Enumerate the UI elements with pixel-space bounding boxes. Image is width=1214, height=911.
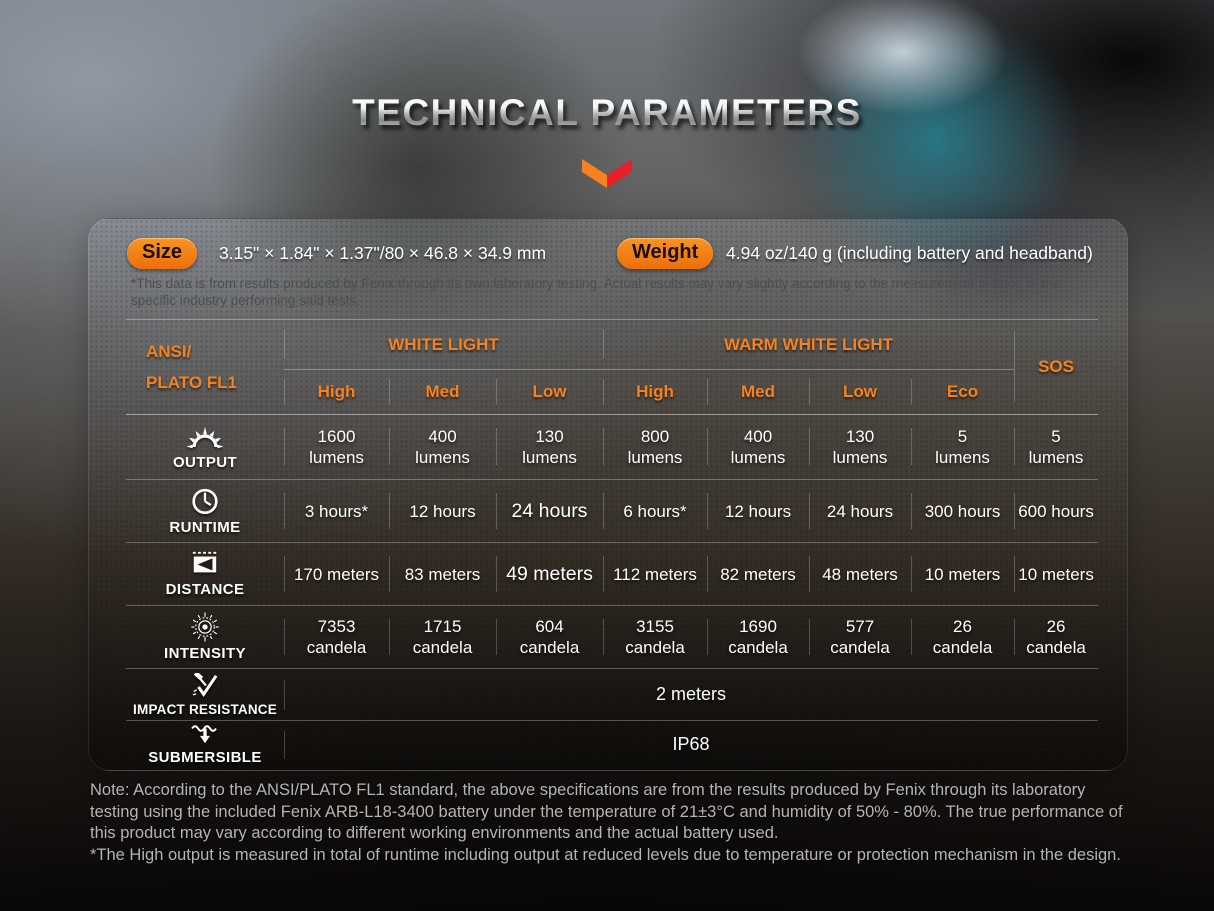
output-sunburst-icon	[186, 424, 224, 451]
spec-table: ANSI/ PLATO FL1 WHITE LIGHT WARM WHITE L…	[126, 319, 1099, 769]
spec-panel: Size 3.15" × 1.84" × 1.37"/80 × 46.8 × 3…	[88, 218, 1128, 771]
output-row: OUTPUT 1600 lumens 400 lumens 130 lumens 80…	[126, 414, 1099, 480]
page-title: TECHNICAL PARAMETERS	[0, 92, 1214, 134]
column-header-warm-low: Low	[809, 369, 911, 415]
spec-cell: 3155 candela	[603, 605, 707, 669]
impact-resistance-row: IMPACT RESISTANCE 2 meters	[126, 668, 1099, 721]
spec-cell: 48 meters	[809, 542, 911, 606]
group-header-white-light: WHITE LIGHT	[284, 319, 603, 370]
spec-cell: 604 candela	[496, 605, 603, 669]
spec-cell: 112 meters	[603, 542, 707, 606]
spec-cell: 1715 candela	[389, 605, 496, 669]
footnote-asterisk: *The High output is measured in total of…	[90, 845, 1121, 864]
submersible-value: IP68	[284, 720, 1099, 769]
spec-cell: 10 meters	[911, 542, 1015, 606]
weight-value: 4.94 oz/140 g (including battery and hea…	[726, 243, 1093, 263]
submersible-row: SUBMERSIBLE IP68	[126, 720, 1099, 769]
distance-row: DISTANCE 170 meters 83 meters 49 meters …	[126, 542, 1099, 606]
column-header-warm-eco: Eco	[911, 369, 1015, 415]
corner-line2: PLATO FL1	[146, 373, 237, 392]
spec-cell: 600 hours	[1014, 479, 1099, 543]
spec-cell: 3 hours*	[284, 479, 389, 543]
submersible-water-arrow-icon	[188, 723, 222, 746]
spec-cell: 7353 candela	[284, 605, 389, 669]
footnote-body: Note: According to the ANSI/PLATO FL1 st…	[90, 781, 1123, 842]
spec-cell: 400 lumens	[389, 414, 496, 480]
spec-cell: 1690 candela	[707, 605, 809, 669]
spec-cell: 12 hours	[389, 479, 496, 543]
corner-line1: ANSI/	[146, 342, 192, 361]
spec-cell: 170 meters	[284, 542, 389, 606]
size-badge: Size	[127, 238, 198, 269]
column-header-white-low: Low	[496, 369, 603, 415]
row-label-intensity: INTENSITY	[126, 605, 284, 669]
spec-cell: 26 candela	[911, 605, 1015, 669]
chevron-down-icon	[582, 159, 632, 188]
column-header-white-med: Med	[389, 369, 496, 415]
row-label-submersible: SUBMERSIBLE	[126, 721, 284, 769]
spec-cell: 12 hours	[707, 479, 809, 543]
row-label-output: OUTPUT	[126, 414, 284, 480]
runtime-row: RUNTIME 3 hours* 12 hours 24 hours 6 hou…	[126, 479, 1099, 543]
lab-testing-disclaimer: *This data is from results produced by F…	[131, 276, 1061, 308]
spec-cell: 130 lumens	[496, 414, 603, 480]
spec-cell: 5 lumens	[911, 414, 1015, 480]
spec-cell: 6 hours*	[603, 479, 707, 543]
spec-cell: 83 meters	[389, 542, 496, 606]
row-label-runtime: RUNTIME	[126, 479, 284, 543]
spec-cell: 26 candela	[1014, 605, 1099, 669]
impact-resistance-value: 2 meters	[284, 668, 1099, 721]
row-label-impact-resistance: IMPACT RESISTANCE	[126, 668, 284, 721]
spec-cell: 800 lumens	[603, 414, 707, 480]
corner-header-ansi-plato: ANSI/ PLATO FL1	[126, 319, 284, 415]
row-label-distance: DISTANCE	[126, 542, 284, 606]
column-header-warm-med: Med	[707, 369, 809, 415]
runtime-clock-icon	[190, 486, 220, 516]
spec-cell: 1600 lumens	[284, 414, 389, 480]
spec-cell: 577 candela	[809, 605, 911, 669]
spec-cell: 49 meters	[496, 542, 603, 606]
column-header-warm-high: High	[603, 369, 707, 415]
intensity-row: INTENSITY 7353 candela 1715 candela 604 can…	[126, 605, 1099, 669]
spec-cell: 400 lumens	[707, 414, 809, 480]
spec-cell: 300 hours	[911, 479, 1015, 543]
spec-cell: 82 meters	[707, 542, 809, 606]
column-header-sos: SOS	[1014, 319, 1099, 415]
distance-beam-icon	[188, 550, 222, 578]
impact-hammer-check-icon	[188, 672, 222, 699]
spec-cell: 130 lumens	[809, 414, 911, 480]
spec-cell: 5 lumens	[1014, 414, 1099, 480]
spec-cell: 24 hours	[809, 479, 911, 543]
spec-cell: 10 meters	[1014, 542, 1099, 606]
group-header-warm-white-light: WARM WHITE LIGHT	[603, 319, 1015, 370]
weight-badge: Weight	[617, 238, 714, 269]
spec-cell: 24 hours	[496, 479, 603, 543]
column-header-white-high: High	[284, 369, 389, 415]
footnote: Note: According to the ANSI/PLATO FL1 st…	[90, 780, 1126, 866]
size-value: 3.15" × 1.84" × 1.37"/80 × 46.8 × 34.9 m…	[219, 243, 547, 263]
intensity-bullseye-icon	[190, 612, 220, 642]
